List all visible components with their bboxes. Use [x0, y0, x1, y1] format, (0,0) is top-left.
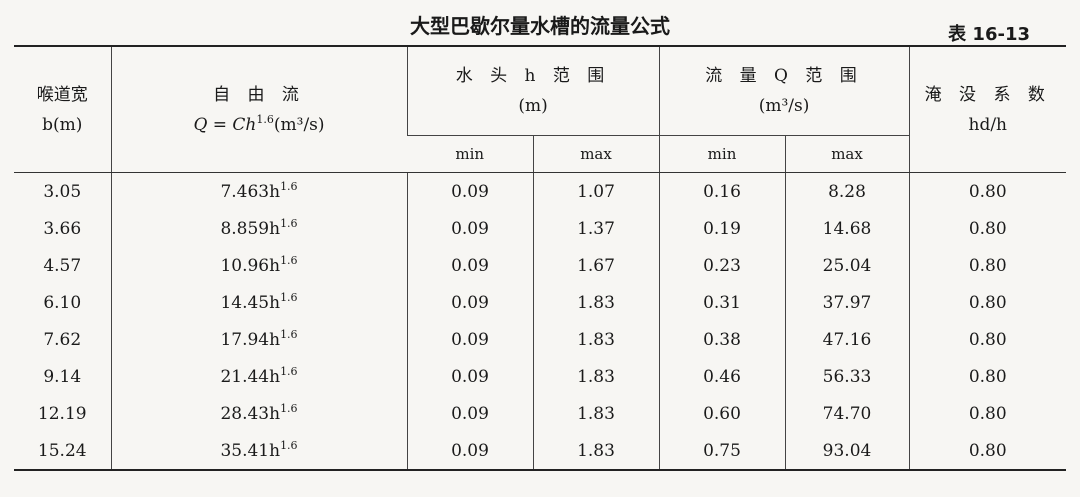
header-flow-range: 流 量 Q 范 围 (m³/s)	[658, 45, 910, 136]
header-head-range: 水 头 h 范 围 (m)	[406, 45, 660, 136]
header-throat-width: 喉道宽 b(m)	[14, 45, 111, 173]
header-flow-min: min	[658, 135, 786, 173]
cell-head-max: 1.83	[532, 432, 660, 471]
cell-throat-width: 9.14	[43, 366, 82, 387]
cell-head-min: 0.09	[406, 172, 533, 210]
cell-flow-min: 0.16	[658, 172, 786, 210]
cell-head-max: 1.07	[532, 172, 660, 210]
header-submergence: 淹 没 系 数 hd/h	[908, 45, 1067, 173]
cell-throat-width: 12.19	[37, 403, 87, 424]
cell-head-min: 0.09	[406, 395, 533, 432]
table-row: 15.24 35.41h1.6 0.09 1.83 0.75 93.04 0.80	[14, 432, 1067, 471]
cell-head-min: 0.09	[406, 432, 533, 471]
header-head-min: min	[407, 135, 533, 173]
cell-formula: 10.96h1.6	[110, 247, 407, 284]
cell-head-max: 1.83	[532, 395, 660, 432]
flow-formula-table: 喉道宽 b(m) 自 由 流 Q = Ch1.6(m³/s) 水 头 h 范 围…	[14, 45, 1067, 471]
cell-submergence: 0.80	[908, 247, 1067, 284]
cell-flow-max: 74.70	[784, 395, 910, 432]
cell-flow-min: 0.60	[658, 395, 786, 432]
table-title: 大型巴歇尔量水槽的流量公式	[410, 14, 670, 38]
cell-head-min: 0.09	[406, 247, 533, 284]
cell-flow-max: 47.16	[784, 321, 910, 358]
cell-throat-width: 3.05	[43, 181, 82, 202]
cell-formula: 17.94h1.6	[110, 321, 407, 358]
table-row: 4.57 10.96h1.6 0.09 1.67 0.23 25.04 0.80	[14, 247, 1067, 284]
cell-formula: 14.45h1.6	[110, 284, 407, 321]
cell-head-min: 0.09	[406, 321, 533, 358]
cell-flow-max: 14.68	[784, 210, 910, 247]
table-row: 7.62 17.94h1.6 0.09 1.83 0.38 47.16 0.80	[14, 321, 1067, 358]
cell-formula: 21.44h1.6	[110, 358, 407, 395]
cell-throat-width: 7.62	[43, 329, 82, 350]
cell-flow-max: 25.04	[784, 247, 910, 284]
cell-formula: 7.463h1.6	[110, 172, 407, 210]
cell-flow-min: 0.38	[658, 321, 786, 358]
cell-flow-min: 0.19	[658, 210, 786, 247]
cell-flow-max: 93.04	[784, 432, 910, 471]
header-free-flow: 自 由 流 Q = Ch1.6(m³/s)	[110, 45, 407, 173]
table-body: 3.05 7.463h1.6 0.09 1.07 0.16 8.28 0.80 3.66 8.8…	[14, 172, 1067, 471]
cell-flow-max: 8.28	[784, 172, 910, 210]
cell-head-min: 0.09	[406, 210, 533, 247]
cell-head-max: 1.83	[532, 321, 660, 358]
cell-flow-max: 56.33	[784, 358, 910, 395]
cell-head-max: 1.83	[532, 358, 660, 395]
table-row: 12.19 28.43h1.6 0.09 1.83 0.60 74.70 0.80	[14, 395, 1067, 432]
table-row: 3.05 7.463h1.6 0.09 1.07 0.16 8.28 0.80	[14, 172, 1067, 210]
cell-head-max: 1.83	[532, 284, 660, 321]
cell-submergence: 0.80	[908, 321, 1067, 358]
cell-submergence: 0.80	[908, 395, 1067, 432]
cell-head-max: 1.37	[532, 210, 660, 247]
cell-submergence: 0.80	[908, 284, 1067, 321]
header-flow-max: max	[784, 135, 910, 173]
table-number: 表 16-13	[948, 24, 1030, 45]
cell-flow-max: 37.97	[784, 284, 910, 321]
cell-head-min: 0.09	[406, 358, 533, 395]
cell-submergence: 0.80	[908, 210, 1067, 247]
header-head-max: max	[532, 135, 660, 173]
cell-throat-width: 6.10	[43, 292, 82, 313]
cell-head-max: 1.67	[532, 247, 660, 284]
cell-flow-min: 0.23	[658, 247, 786, 284]
cell-submergence: 0.80	[908, 358, 1067, 395]
cell-throat-width: 4.57	[43, 255, 82, 276]
cell-submergence: 0.80	[908, 432, 1067, 471]
cell-formula: 8.859h1.6	[110, 210, 407, 247]
table-row: 3.66 8.859h1.6 0.09 1.37 0.19 14.68 0.80	[14, 210, 1067, 247]
cell-throat-width: 15.24	[14, 432, 111, 471]
cell-formula: 35.41h1.6	[110, 432, 407, 471]
cell-flow-min: 0.46	[658, 358, 786, 395]
cell-flow-min: 0.75	[658, 432, 786, 471]
cell-formula: 28.43h1.6	[110, 395, 407, 432]
cell-flow-min: 0.31	[658, 284, 786, 321]
table-row: 9.14 21.44h1.6 0.09 1.83 0.46 56.33 0.80	[14, 358, 1067, 395]
cell-throat-width: 3.66	[43, 218, 82, 239]
cell-submergence: 0.80	[908, 172, 1067, 210]
cell-head-min: 0.09	[406, 284, 533, 321]
table-row: 6.10 14.45h1.6 0.09 1.83 0.31 37.97 0.80	[14, 284, 1067, 321]
